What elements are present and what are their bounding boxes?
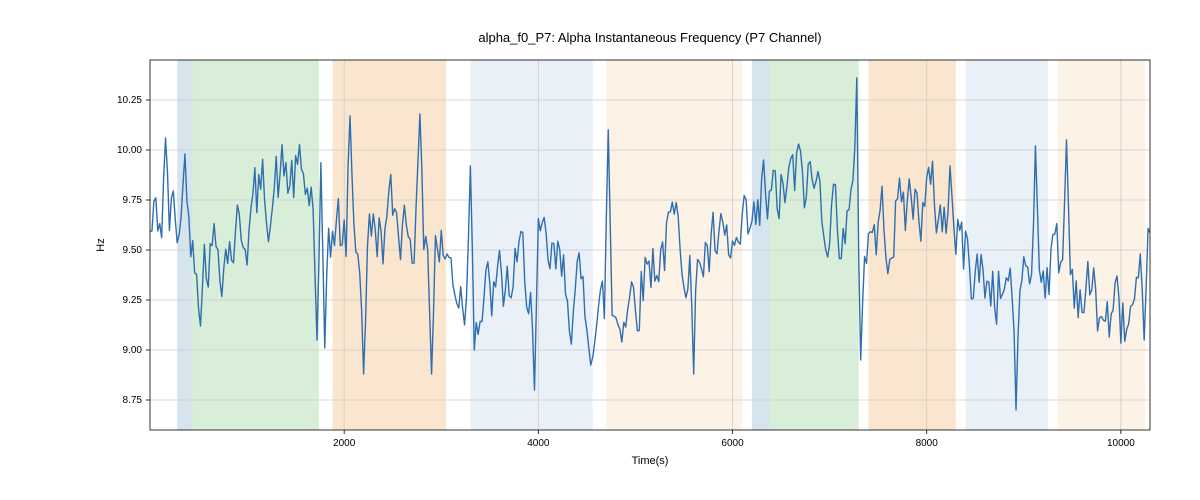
chart-container: 2000 4000 6000 8000 10000 8.75 9.00 9.25 9.50 9.7… — [0, 0, 1200, 500]
chart-title: alpha_f0_P7: Alpha Instantaneous Frequen… — [478, 30, 821, 45]
x-axis-label: Time(s) — [632, 455, 669, 467]
band-7 — [868, 60, 955, 430]
ytick-label: 9.75 — [123, 195, 143, 206]
xtick-label: 4000 — [527, 438, 550, 449]
y-axis-label: Hz — [95, 238, 107, 251]
band-4 — [606, 60, 742, 430]
band-5 — [752, 60, 769, 430]
xtick-label: 2000 — [333, 438, 356, 449]
band-6 — [769, 60, 858, 430]
xtick-label: 6000 — [721, 438, 744, 449]
band-8 — [966, 60, 1049, 430]
band-3 — [470, 60, 592, 430]
ytick-label: 9.00 — [123, 345, 143, 356]
xtick-label: 10000 — [1107, 438, 1135, 449]
ytick-label: 10.25 — [117, 95, 142, 106]
ytick-label: 9.50 — [123, 245, 143, 256]
ytick-label: 8.75 — [123, 395, 143, 406]
band-9 — [1058, 60, 1145, 430]
chart-svg: 2000 4000 6000 8000 10000 8.75 9.00 9.25 9.50 9.7… — [0, 0, 1200, 500]
ytick-label: 10.00 — [117, 145, 142, 156]
ytick-label: 9.25 — [123, 295, 143, 306]
xtick-label: 8000 — [916, 438, 939, 449]
